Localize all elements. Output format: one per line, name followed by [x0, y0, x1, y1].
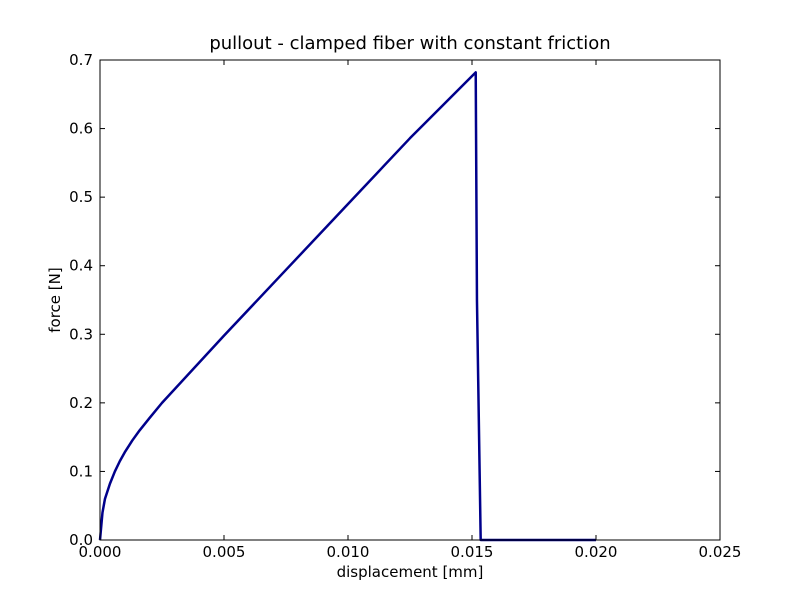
- y-tick-label: 0.2: [69, 394, 93, 412]
- y-tick-label: 0.3: [69, 325, 93, 343]
- x-tick-label: 0.010: [327, 543, 370, 561]
- y-tick-label: 0.6: [69, 120, 93, 138]
- series-line-0: [98, 71, 596, 542]
- x-tick-label: 0.005: [203, 543, 246, 561]
- series-layer: [98, 71, 596, 542]
- y-tick-label: 0.4: [69, 257, 93, 275]
- x-tick-label: 0.015: [451, 543, 494, 561]
- ticks-layer: 0.000 0.005 0.010 0.015 0.020 0.025 0.0 0.1 0.2 0…: [69, 51, 741, 561]
- chart-title: pullout - clamped fiber with constant fr…: [209, 33, 610, 54]
- y-tick-label: 0.1: [69, 462, 93, 480]
- y-axis-label: force [N]: [46, 267, 64, 332]
- x-tick-label: 0.020: [575, 543, 618, 561]
- y-tick-label: 0.7: [69, 51, 93, 69]
- y-tick-label: 0.5: [69, 188, 93, 206]
- x-tick-label: 0.000: [79, 543, 122, 561]
- x-axis-label: displacement [mm]: [337, 563, 484, 581]
- plot-frame: [99, 59, 721, 541]
- y-tick-label: 0.0: [69, 531, 93, 549]
- x-tick-label: 0.025: [699, 543, 742, 561]
